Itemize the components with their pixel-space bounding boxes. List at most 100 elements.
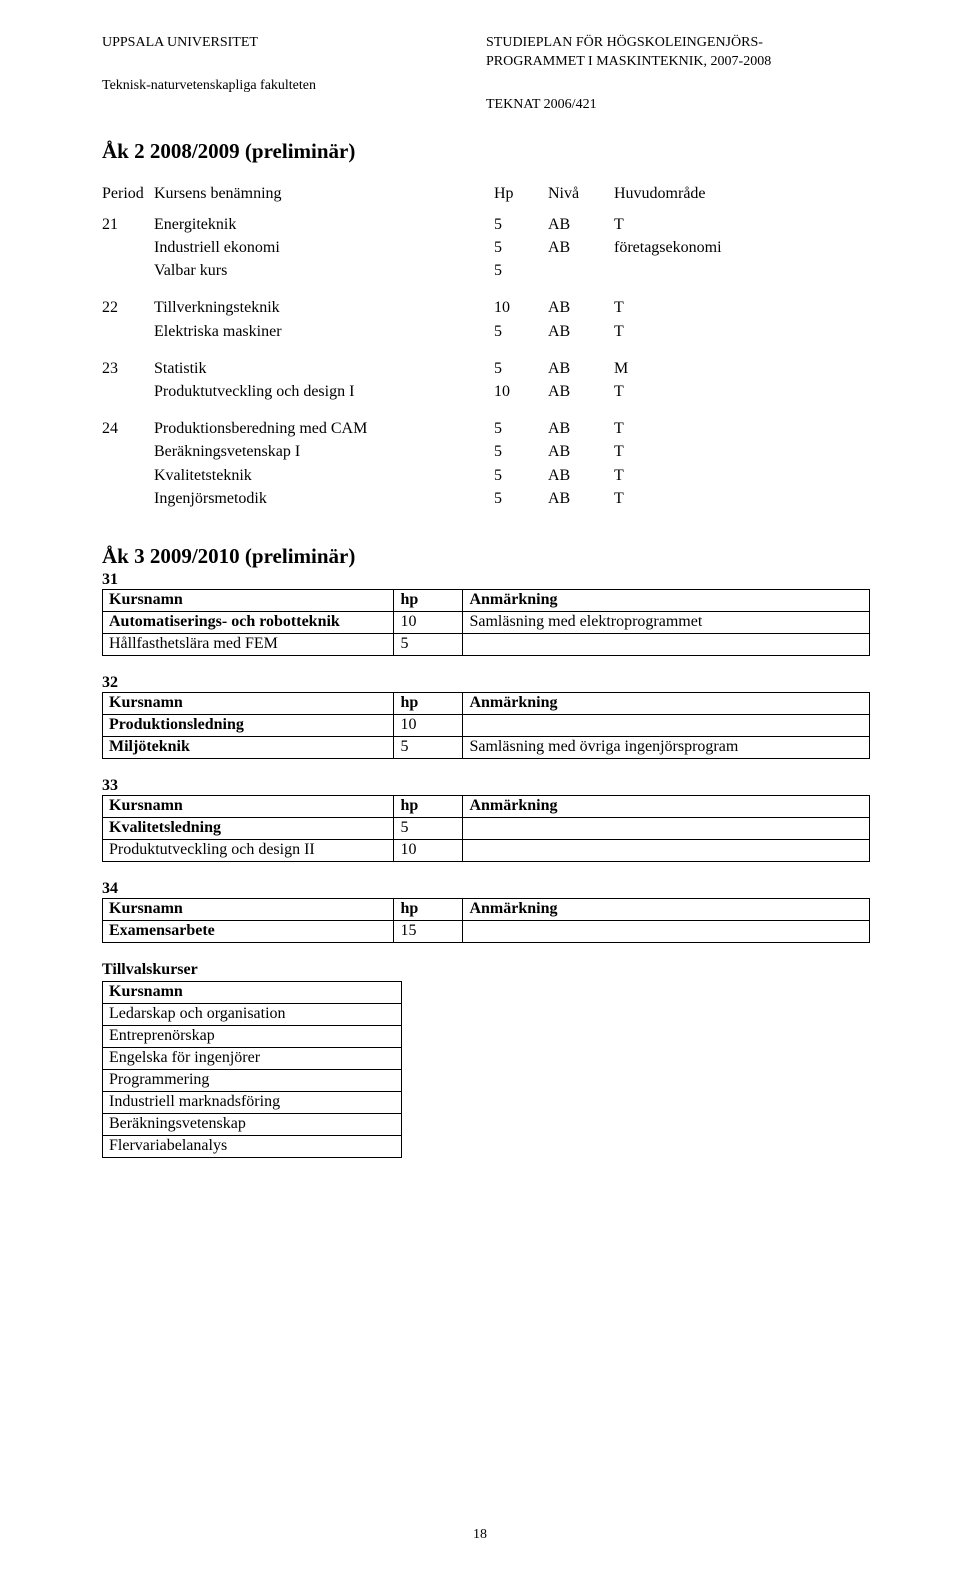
table-row: Produktionsledning10 <box>103 714 870 736</box>
col-name: Kursens benämning <box>154 182 494 205</box>
header-left: UPPSALA UNIVERSITET Teknisk-naturvetensk… <box>102 34 486 115</box>
period-cell <box>102 320 154 343</box>
course-level: AB <box>548 213 614 236</box>
table-header-note: Anmärkning <box>463 589 870 611</box>
electives-row: Industriell marknadsföring <box>103 1091 402 1113</box>
table-header-hp: hp <box>394 898 463 920</box>
university-name: UPPSALA UNIVERSITET <box>102 34 486 53</box>
page-header: UPPSALA UNIVERSITET Teknisk-naturvetensk… <box>102 34 870 115</box>
elective-name: Industriell marknadsföring <box>103 1091 402 1113</box>
course-name: Produktutveckling och design I <box>154 380 494 403</box>
course-level: AB <box>548 487 614 510</box>
year2-group: 22Tillverkningsteknik10ABTElektriska mas… <box>102 296 870 342</box>
electives-row: Programmering <box>103 1069 402 1091</box>
course-row: Ingenjörsmetodik5ABT <box>102 487 870 510</box>
course-name: Elektriska maskiner <box>154 320 494 343</box>
period-cell: 22 <box>102 296 154 319</box>
elective-name: Engelska för ingenjörer <box>103 1047 402 1069</box>
year3-title: Åk 3 2009/2010 (preliminär) <box>102 544 870 569</box>
course-hp: 5 <box>394 817 463 839</box>
period-number: 33 <box>102 777 870 795</box>
course-name: Energiteknik <box>154 213 494 236</box>
courses-table: KursnamnhpAnmärkningExamensarbete15 <box>102 898 870 943</box>
course-row: Industriell ekonomi5ABföretagsekonomi <box>102 236 870 259</box>
table-header-hp: hp <box>394 589 463 611</box>
doc-title-line1: STUDIEPLAN FÖR HÖGSKOLEINGENJÖRS- <box>486 34 870 53</box>
course-name: Automatiserings- och robotteknik <box>103 611 394 633</box>
period-cell <box>102 440 154 463</box>
course-area <box>614 259 794 282</box>
courses-table: KursnamnhpAnmärkningKvalitetsledning5Pro… <box>102 795 870 862</box>
course-name: Produktionsberedning med CAM <box>154 417 494 440</box>
course-note: Samläsning med elektroprogrammet <box>463 611 870 633</box>
course-area: T <box>614 440 794 463</box>
course-hp: 5 <box>494 213 548 236</box>
course-area: T <box>614 320 794 343</box>
table-header-name: Kursnamn <box>103 795 394 817</box>
page: UPPSALA UNIVERSITET Teknisk-naturvetensk… <box>0 0 960 1581</box>
course-level: AB <box>548 320 614 343</box>
period-number: 31 <box>102 571 870 589</box>
course-level: AB <box>548 464 614 487</box>
course-hp: 10 <box>394 839 463 861</box>
course-hp: 15 <box>394 920 463 942</box>
period-number: 34 <box>102 880 870 898</box>
elective-name: Beräkningsvetenskap <box>103 1113 402 1135</box>
faculty-name: Teknisk-naturvetenskapliga fakulteten <box>102 77 486 96</box>
course-row: Kvalitetsteknik5ABT <box>102 464 870 487</box>
elective-name: Flervariabelanalys <box>103 1135 402 1157</box>
course-hp: 5 <box>494 259 548 282</box>
courses-table: KursnamnhpAnmärkningProduktionsledning10… <box>102 692 870 759</box>
course-level: AB <box>548 236 614 259</box>
course-level: AB <box>548 417 614 440</box>
electives-title: Tillvalskurser <box>102 961 870 979</box>
year2-group: 24Produktionsberedning med CAM5ABTBeräkn… <box>102 417 870 510</box>
course-name: Tillverkningsteknik <box>154 296 494 319</box>
course-row: Elektriska maskiner5ABT <box>102 320 870 343</box>
elective-name: Programmering <box>103 1069 402 1091</box>
course-area: T <box>614 464 794 487</box>
course-hp: 5 <box>494 464 548 487</box>
course-hp: 10 <box>494 380 548 403</box>
period-number: 32 <box>102 674 870 692</box>
col-level: Nivå <box>548 182 614 205</box>
table-header-name: Kursnamn <box>103 692 394 714</box>
table-header-name: Kursnamn <box>103 898 394 920</box>
electives-row: Flervariabelanalys <box>103 1135 402 1157</box>
course-hp: 5 <box>494 357 548 380</box>
course-hp: 10 <box>394 714 463 736</box>
course-note <box>463 920 870 942</box>
period-cell: 21 <box>102 213 154 236</box>
course-hp: 5 <box>494 487 548 510</box>
course-area: T <box>614 213 794 236</box>
course-note <box>463 839 870 861</box>
table-row: Examensarbete15 <box>103 920 870 942</box>
table-row: Automatiserings- och robotteknik10Samläs… <box>103 611 870 633</box>
electives-row: Engelska för ingenjörer <box>103 1047 402 1069</box>
course-row: Produktutveckling och design I10ABT <box>102 380 870 403</box>
header-right: STUDIEPLAN FÖR HÖGSKOLEINGENJÖRS- PROGRA… <box>486 34 870 115</box>
table-row: Hållfasthetslära med FEM5 <box>103 633 870 655</box>
course-row: Valbar kurs5 <box>102 259 870 282</box>
period-cell <box>102 487 154 510</box>
year3-period: 33KursnamnhpAnmärkningKvalitetsledning5P… <box>102 777 870 862</box>
col-period: Period <box>102 182 154 205</box>
course-area: T <box>614 296 794 319</box>
course-note <box>463 714 870 736</box>
course-name: Kvalitetsteknik <box>154 464 494 487</box>
course-hp: 10 <box>394 611 463 633</box>
table-header-note: Anmärkning <box>463 692 870 714</box>
table-header-note: Anmärkning <box>463 795 870 817</box>
electives-row: Ledarskap och organisation <box>103 1003 402 1025</box>
col-area: Huvudområde <box>614 182 794 205</box>
course-level <box>548 259 614 282</box>
course-name: Ingenjörsmetodik <box>154 487 494 510</box>
year3-period: 34KursnamnhpAnmärkningExamensarbete15 <box>102 880 870 943</box>
period-cell <box>102 236 154 259</box>
course-name: Miljöteknik <box>103 736 394 758</box>
course-row: 24Produktionsberedning med CAM5ABT <box>102 417 870 440</box>
year3-periods: 31KursnamnhpAnmärkningAutomatiserings- o… <box>102 571 870 943</box>
electives-header: Kursnamn <box>103 981 402 1003</box>
table-row: Produktutveckling och design II10 <box>103 839 870 861</box>
course-name: Beräkningsvetenskap I <box>154 440 494 463</box>
